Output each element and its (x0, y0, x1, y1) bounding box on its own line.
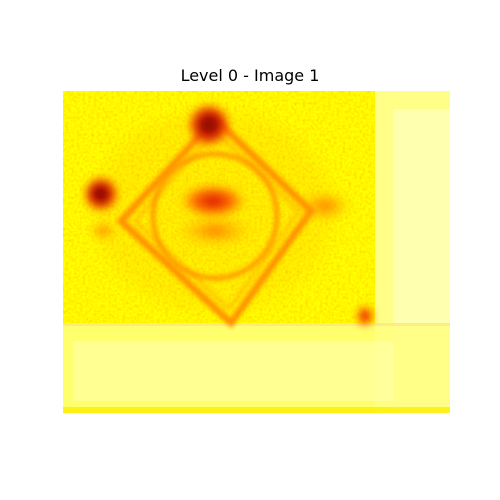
plot-title: Level 0 - Image 1 (180, 66, 320, 85)
attention-heatmap (63, 91, 450, 413)
